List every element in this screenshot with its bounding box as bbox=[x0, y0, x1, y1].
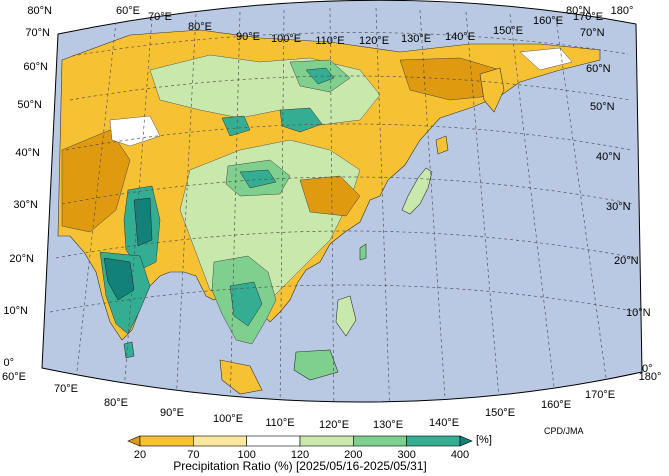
land-philippines bbox=[335, 295, 357, 337]
latitude-labels-left: 80°N 70°N 60°N 50°N 40°N 30°N 20°N 10°N 0° bbox=[3, 5, 52, 369]
lon-label-top: 110°E bbox=[315, 35, 344, 47]
legend-swatch-low bbox=[127, 435, 141, 447]
legend-threshold-label: 120 bbox=[291, 449, 309, 461]
lat-label-left: 20°N bbox=[9, 253, 34, 265]
lat-label-left: 40°N bbox=[15, 147, 40, 159]
lon-label-bottom: 150°E bbox=[485, 407, 515, 419]
lat-label-left: 50°N bbox=[17, 99, 42, 111]
lon-label-bottom: 120°E bbox=[319, 419, 349, 431]
land-taiwan bbox=[359, 243, 367, 261]
lat-label-left: 30°N bbox=[13, 199, 38, 211]
legend-swatch bbox=[353, 435, 407, 447]
lon-label-top: 100°E bbox=[271, 33, 301, 45]
region-north-wettest bbox=[305, 67, 335, 85]
region-nw-india-wettest bbox=[133, 197, 153, 247]
legend-threshold-label: 300 bbox=[397, 449, 415, 461]
legend-threshold-label: 20 bbox=[134, 449, 146, 461]
legend-swatch bbox=[299, 435, 354, 447]
lat-label-right: 70°N bbox=[580, 27, 605, 39]
lon-label-bottom: 80°E bbox=[104, 397, 128, 409]
longitude-labels-bottom: 60°E 70°E 80°E 90°E 100°E 110°E 120°E 130°E 140°… bbox=[2, 371, 661, 431]
lon-label-bottom: 130°E bbox=[373, 419, 403, 431]
legend-swatch-high bbox=[459, 435, 473, 447]
legend-threshold-label: 400 bbox=[451, 449, 469, 461]
region-indochina-wettest bbox=[229, 281, 263, 327]
lat-label-right: 10°N bbox=[626, 307, 651, 319]
region-central-asia-dry bbox=[61, 129, 131, 233]
lon-label-bottom: 60°E bbox=[2, 371, 26, 383]
lat-label-right: 30°N bbox=[606, 201, 631, 213]
lon-label-bottom: 180° bbox=[639, 371, 662, 383]
lon-label-top: 170°E bbox=[573, 11, 603, 23]
graticule bbox=[49, 7, 639, 403]
legend-threshold-label: 200 bbox=[344, 449, 362, 461]
lat-label-left: 60°N bbox=[23, 61, 48, 73]
region-india-wettest bbox=[103, 257, 135, 301]
land-kamchatka bbox=[479, 67, 505, 113]
lat-label-right: 40°N bbox=[596, 151, 621, 163]
lat-label-left: 10°N bbox=[3, 305, 28, 317]
lat-label-left: 70°N bbox=[25, 27, 50, 39]
land-borneo bbox=[293, 349, 339, 381]
lon-label-top: 150°E bbox=[493, 25, 523, 37]
lat-label-right: 20°N bbox=[614, 255, 639, 267]
lon-label-bottom: 140°E bbox=[429, 417, 459, 429]
legend-colorbar: 20 70 100 120 200 300 400 bbox=[127, 435, 473, 461]
legend-swatch bbox=[246, 435, 301, 447]
lon-label-top: 180° bbox=[611, 5, 634, 17]
region-ne-white bbox=[519, 47, 573, 71]
legend-threshold-label: 100 bbox=[237, 449, 255, 461]
legend-caption: Precipitation Ratio (%) [2025/05/16-2025… bbox=[173, 459, 427, 473]
lon-label-top: 60°E bbox=[116, 5, 140, 17]
region-arctic-white bbox=[109, 115, 161, 147]
lon-label-top: 140°E bbox=[445, 31, 475, 43]
lon-label-top: 130°E bbox=[401, 33, 431, 45]
lon-label-top: 160°E bbox=[533, 15, 563, 27]
lon-label-top: 120°E bbox=[359, 35, 389, 47]
lat-label-right: 0° bbox=[642, 363, 653, 375]
lat-label-left: 0° bbox=[3, 357, 14, 369]
latitude-labels-right: 80°N 70°N 60°N 50°N 40°N 30°N 20°N 10°N 0° bbox=[566, 5, 653, 375]
legend-swatch bbox=[139, 435, 194, 447]
legend-unit: [%] bbox=[476, 434, 492, 446]
legend-threshold-label: 70 bbox=[187, 449, 199, 461]
legend-swatch bbox=[406, 435, 461, 447]
lon-label-bottom: 100°E bbox=[213, 413, 243, 425]
credit-label: CPD/JMA bbox=[544, 426, 584, 436]
legend-swatch bbox=[193, 435, 247, 447]
land-sri-lanka bbox=[123, 341, 135, 359]
lon-label-top: 80°E bbox=[188, 21, 212, 33]
longitude-labels-top: 60°E 70°E 80°E 90°E 100°E 110°E 120°E 130°E 140°… bbox=[116, 5, 633, 47]
land-japan bbox=[401, 167, 433, 215]
lon-label-bottom: 70°E bbox=[54, 383, 78, 395]
region-mongolia-wet bbox=[279, 107, 323, 133]
lat-label-right: 80°N bbox=[566, 5, 591, 17]
lon-label-bottom: 110°E bbox=[265, 417, 294, 429]
region-nchina-dry bbox=[299, 175, 361, 217]
lat-label-right: 60°N bbox=[586, 63, 611, 75]
lat-label-left: 80°N bbox=[27, 5, 52, 17]
lon-label-bottom: 170°E bbox=[585, 389, 615, 401]
land-hokkaido bbox=[435, 135, 449, 155]
lon-label-top: 70°E bbox=[148, 11, 172, 23]
region-tibet-wettest bbox=[239, 169, 277, 189]
region-altai-wet bbox=[221, 115, 251, 137]
lat-label-right: 50°N bbox=[590, 101, 615, 113]
lon-label-top: 90°E bbox=[236, 31, 260, 43]
lon-label-bottom: 90°E bbox=[160, 407, 184, 419]
lon-label-bottom: 160°E bbox=[541, 399, 571, 411]
